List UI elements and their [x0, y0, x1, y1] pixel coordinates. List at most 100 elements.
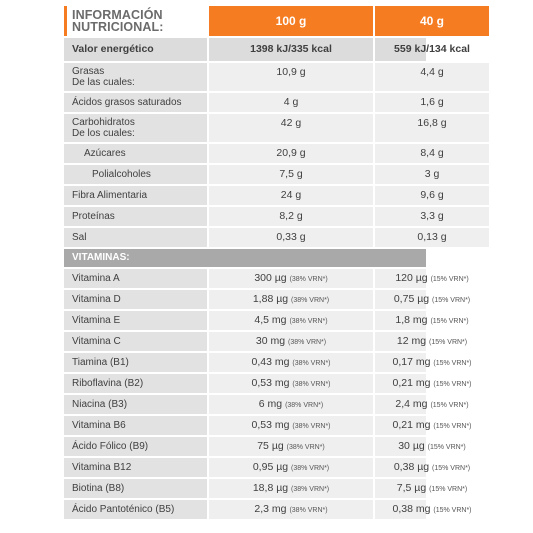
nutrient-row: Ácidos grasos saturados 4 g 1,6 g — [64, 93, 489, 112]
vitamin-value-100g: 0,43 mg (38% VRN*) — [209, 353, 373, 372]
vitamin-label: Vitamina E — [64, 311, 207, 330]
nutrient-label: Ácidos grasos saturados — [64, 93, 207, 112]
vitamin-amount-40g: 0,38 mg — [392, 503, 431, 515]
vitamin-vrn-40g: (15% VRN*) — [430, 402, 469, 409]
vitamin-label: Niacina (B3) — [64, 395, 207, 414]
energy-label: Valor energético — [72, 43, 154, 55]
vitamin-amount-40g: 7,5 µg — [396, 482, 427, 494]
nutrient-value-100g: 42 g — [209, 114, 373, 142]
vitamin-vrn-100g: (38% VRN*) — [292, 360, 331, 367]
vitamin-amount-100g: 0,53 mg — [251, 377, 290, 389]
vitamins-section-header: VITAMINAS: — [64, 249, 426, 267]
vitamin-value-40g: 120 µg (15% VRN*) — [375, 269, 489, 288]
vitamins-heading: VITAMINAS: — [72, 252, 130, 263]
vitamin-vrn-100g: (38% VRN*) — [287, 339, 327, 346]
vitamin-amount-100g: 6 mg — [258, 398, 283, 410]
nutrient-row: Proteínas 8,2 g 3,3 g — [64, 207, 489, 226]
vitamin-value-40g: 1,8 mg (15% VRN*) — [375, 311, 489, 330]
table-title: INFORMACIÓN NUTRICIONAL: — [72, 8, 164, 34]
nutrient-value-40g: 9,6 g — [375, 186, 489, 205]
vitamin-vrn-100g: (38% VRN*) — [291, 465, 330, 472]
vitamin-vrn-40g: (15% VRN*) — [427, 444, 466, 451]
header-col-40g: 40 g — [375, 6, 489, 36]
vitamin-label: Vitamina B12 — [64, 458, 207, 477]
header-col-100g: 100 g — [209, 6, 373, 36]
energy-value-40g: 559 kJ/134 kcal — [394, 43, 470, 55]
nutrient-value-100g: 0,33 g — [209, 228, 373, 247]
vitamin-row: Niacina (B3) 6 mg (38% VRN*) 2,4 mg (15% V… — [64, 395, 469, 414]
vitamin-vrn-100g: (38% VRN*) — [285, 402, 324, 409]
vitamin-label: Biotina (B8) — [64, 479, 207, 498]
vitamin-row: Biotina (B8) 18,8 µg (38% VRN*) 7,5 µg (15… — [64, 479, 467, 498]
nutrient-row: Carbohidratos De los cuales: 42 g 16,8 g — [64, 114, 489, 142]
nutrient-value-40g: 16,8 g — [375, 114, 489, 142]
vitamin-value-100g: 0,53 mg (38% VRN*) — [209, 374, 373, 393]
vitamin-row: Vitamina B6 0,53 mg (38% VRN*) 0,21 mg (15… — [64, 416, 472, 435]
nutrient-value-40g: 0,13 g — [375, 228, 489, 247]
vitamin-value-40g: 0,17 mg (15% VRN*) — [375, 353, 489, 372]
vitamin-value-100g: 6 mg (38% VRN*) — [209, 395, 373, 414]
vitamin-row: Vitamina C 30 mg (38% VRN*) 12 mg (15% VRN… — [64, 332, 467, 351]
nutrient-row: Azúcares 20,9 g 8,4 g — [64, 144, 489, 163]
vitamin-amount-100g: 0,53 mg — [251, 419, 290, 431]
vitamin-value-100g: 4,5 mg (38% VRN*) — [209, 311, 373, 330]
vitamin-amount-40g: 0,17 mg — [392, 356, 431, 368]
vitamin-value-100g: 0,53 mg (38% VRN*) — [209, 416, 373, 435]
energy-row: Valor energético 1398 kJ/335 kcal 559 kJ… — [64, 38, 470, 61]
vitamin-amount-100g: 75 µg — [257, 440, 284, 452]
vitamin-vrn-100g: (38% VRN*) — [289, 318, 328, 325]
vitamin-label: Vitamina A — [64, 269, 207, 288]
vitamin-vrn-100g: (38% VRN*) — [291, 486, 330, 493]
vitamin-amount-40g: 0,21 mg — [392, 377, 431, 389]
vitamin-label: Vitamina D — [64, 290, 207, 309]
vitamin-vrn-100g: (38% VRN*) — [292, 423, 331, 430]
vitamin-vrn-40g: (15% VRN*) — [430, 318, 469, 325]
vitamin-vrn-40g: (15% VRN*) — [433, 423, 472, 430]
nutrient-label: Sal — [64, 228, 207, 247]
nutrient-label: Fibra Alimentaria — [64, 186, 207, 205]
vitamin-label: Ácido Pantoténico (B5) — [64, 500, 207, 519]
vitamin-label: Vitamina B6 — [64, 416, 207, 435]
vitamin-vrn-100g: (38% VRN*) — [291, 297, 330, 304]
vitamin-amount-40g: 120 µg — [395, 272, 428, 284]
vitamin-amount-40g: 12 mg — [396, 335, 427, 347]
vitamin-row: Tiamina (B1) 0,43 mg (38% VRN*) 0,17 mg (1… — [64, 353, 472, 372]
vitamin-value-100g: 0,95 µg (38% VRN*) — [209, 458, 373, 477]
vitamin-row: Vitamina B12 0,95 µg (38% VRN*) 0,38 µg (1… — [64, 458, 470, 477]
vitamin-value-40g: 2,4 mg (15% VRN*) — [375, 395, 489, 414]
vitamin-value-100g: 2,3 mg (38% VRN*) — [209, 500, 373, 519]
nutrient-label: Carbohidratos De los cuales: — [64, 114, 207, 142]
vitamin-value-100g: 18,8 µg (38% VRN*) — [209, 479, 373, 498]
nutrient-value-100g: 24 g — [209, 186, 373, 205]
vitamin-amount-100g: 0,43 mg — [251, 356, 290, 368]
vitamin-label: Riboflavina (B2) — [64, 374, 207, 393]
vitamin-vrn-100g: (38% VRN*) — [289, 507, 328, 514]
vitamin-vrn-40g: (15% VRN*) — [428, 339, 468, 346]
vitamin-vrn-40g: (15% VRN*) — [433, 507, 472, 514]
nutrient-label: Azúcares — [64, 144, 207, 163]
vitamin-value-100g: 75 µg (38% VRN*) — [209, 437, 373, 456]
table-header: INFORMACIÓN NUTRICIONAL: 100 g 40 g — [64, 6, 489, 36]
vitamin-value-40g: 30 µg (15% VRN*) — [375, 437, 489, 456]
nutrient-label: Proteínas — [64, 207, 207, 226]
nutrient-row: Fibra Alimentaria 24 g 9,6 g — [64, 186, 489, 205]
vitamin-vrn-40g: (15% VRN*) — [429, 486, 468, 493]
nutrient-value-40g: 4,4 g — [375, 63, 489, 91]
vitamin-amount-40g: 1,8 mg — [395, 314, 428, 326]
nutrient-row: Sal 0,33 g 0,13 g — [64, 228, 489, 247]
nutrient-label: Grasas De las cuales: — [64, 63, 207, 91]
vitamin-amount-100g: 0,95 µg — [252, 461, 289, 473]
vitamin-amount-100g: 18,8 µg — [252, 482, 289, 494]
vitamin-amount-40g: 2,4 mg — [395, 398, 428, 410]
vitamin-row: Vitamina D 1,88 µg (38% VRN*) 0,75 µg (15%… — [64, 290, 470, 309]
vitamin-vrn-100g: (38% VRN*) — [289, 276, 328, 283]
nutrient-value-40g: 3 g — [375, 165, 489, 184]
vitamin-value-100g: 30 mg (38% VRN*) — [209, 332, 373, 351]
vitamin-vrn-40g: (15% VRN*) — [432, 297, 471, 304]
nutrient-value-100g: 8,2 g — [209, 207, 373, 226]
vitamin-row: Ácido Fólico (B9) 75 µg (38% VRN*) 30 µg (… — [64, 437, 466, 456]
vitamin-amount-40g: 0,38 µg — [393, 461, 430, 473]
vitamin-amount-40g: 0,75 µg — [393, 293, 430, 305]
vitamin-vrn-40g: (15% VRN*) — [433, 360, 472, 367]
